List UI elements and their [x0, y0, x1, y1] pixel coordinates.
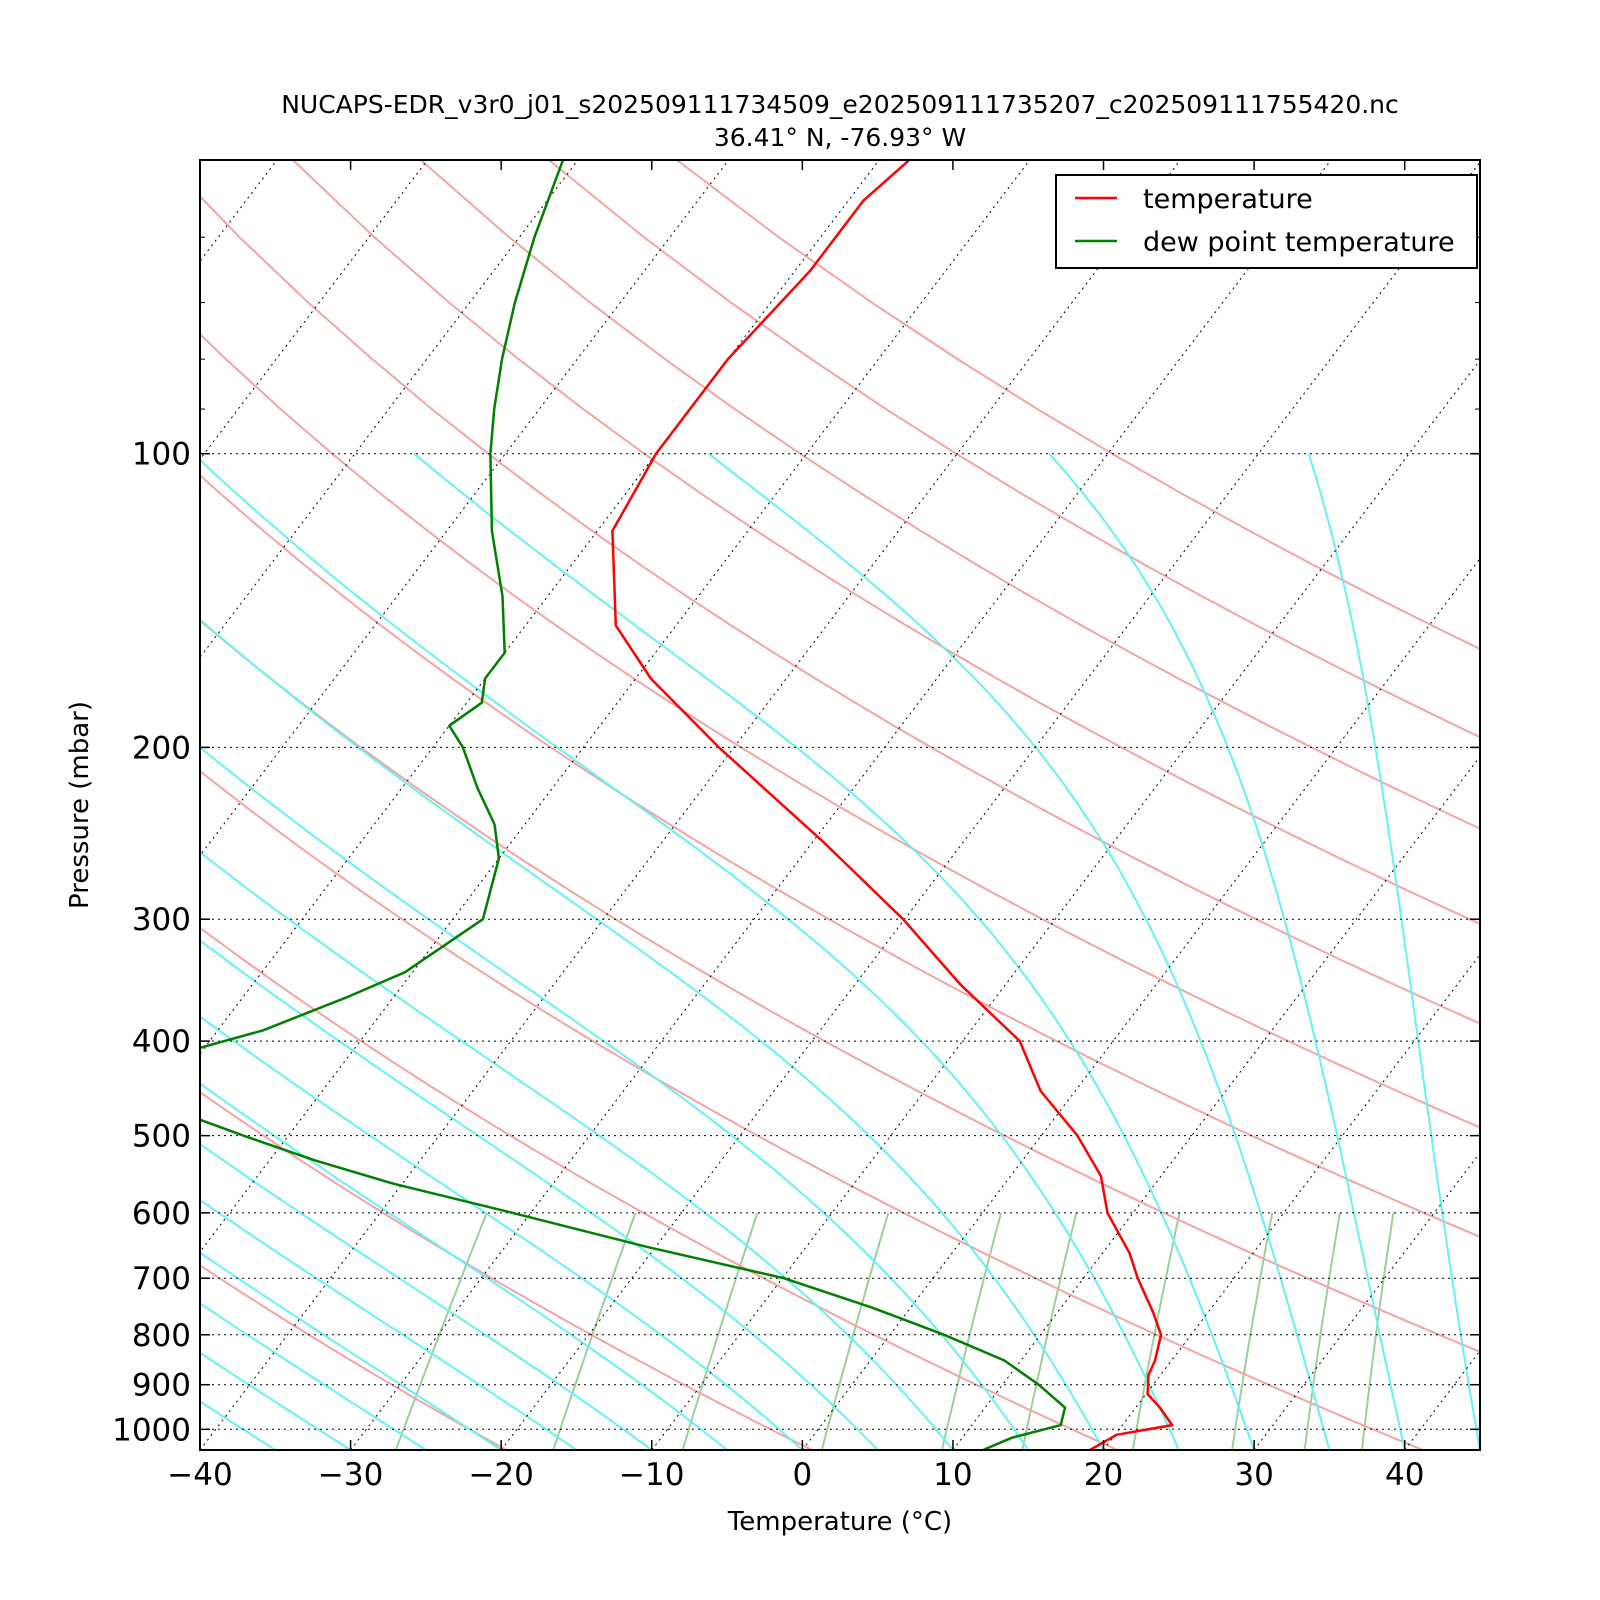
moist-adiabat-line — [200, 746, 1030, 1450]
dry-adiabats — [200, 160, 1480, 1450]
dry-adiabat-line — [676, 160, 1480, 651]
moist-adiabat-line — [200, 1198, 578, 1450]
isotherm-gridline — [200, 160, 579, 659]
isotherm-gridline — [200, 160, 1181, 1450]
dry-adiabat-line — [200, 1264, 508, 1450]
legend-box — [1055, 174, 1478, 269]
mixing-ratio-line — [681, 1212, 759, 1450]
moist-adiabat-line — [200, 1351, 352, 1450]
chart-title: NUCAPS-EDR_v3r0_j01_s202509111734509_e20… — [281, 90, 1399, 119]
mixing-ratio-line — [1021, 1212, 1078, 1450]
x-tick-label: −30 — [318, 1457, 383, 1493]
series-line-temperature — [611, 160, 1174, 1450]
isotherm-gridline — [952, 755, 1480, 1450]
mixing-ratio-lines — [394, 1212, 1395, 1450]
plot-frame — [199, 159, 1481, 1451]
isotherm-gridline — [200, 160, 428, 461]
x-axis: −40 −30 −20 −10 0 10 20 30 40 — [167, 160, 1424, 1493]
dry-adiabat-line — [200, 1090, 813, 1450]
dry-adiabat-line — [200, 619, 1480, 1353]
moist-adiabat-line — [200, 1015, 804, 1450]
moist-adiabat-line — [200, 1251, 502, 1450]
moist-adiabat-line — [200, 1142, 653, 1450]
isotherm-gridline — [1103, 953, 1480, 1450]
y-axis: 100 200 300 400 500 600 700 800 900 1000 — [112, 236, 1480, 1451]
isotherm-gridline — [500, 161, 1480, 1450]
moist-adiabat-line — [200, 939, 879, 1450]
y-tick-label: 100 — [132, 437, 191, 473]
mixing-ratio-line — [1231, 1212, 1274, 1450]
x-axis-label: Temperature (°C) — [727, 1507, 952, 1537]
y-tick-label: 500 — [132, 1119, 191, 1155]
isotherm-gridline — [1404, 1350, 1480, 1450]
legend-label-temperature: temperature — [1143, 184, 1313, 215]
x-tick-label: 30 — [1234, 1457, 1273, 1493]
moist-adiabat-line — [200, 850, 954, 1450]
y-tick-label: 200 — [132, 730, 191, 766]
legend-label-dewpoint: dew point temperature — [1143, 227, 1455, 258]
mixing-ratio-line — [1361, 1212, 1395, 1450]
dry-adiabat-line — [292, 160, 1480, 926]
dry-adiabat-line — [548, 160, 1480, 739]
x-tick-label: −20 — [468, 1457, 533, 1493]
mixing-ratio-line — [552, 1212, 637, 1450]
dry-adiabat-line — [200, 194, 1480, 1025]
x-tick-label: −10 — [619, 1457, 684, 1493]
sounding-series — [200, 160, 1174, 1450]
legend: temperature dew point temperature — [1055, 174, 1478, 269]
dry-adiabat-line — [200, 769, 1424, 1450]
y-tick-label: 600 — [132, 1196, 191, 1232]
isotherm-gridline — [200, 160, 729, 857]
isotherm-gridline — [651, 359, 1480, 1450]
chart-subtitle: 36.41° N, -76.93° W — [714, 123, 966, 152]
moist-adiabat-line — [1307, 453, 1480, 1450]
y-tick-label: 400 — [132, 1024, 191, 1060]
y-tick-label: 800 — [132, 1318, 191, 1354]
mixing-ratio-line — [1303, 1212, 1341, 1450]
y-tick-label: 1000 — [112, 1412, 191, 1448]
x-tick-label: 10 — [933, 1457, 972, 1493]
isotherm-gridline — [1555, 160, 1600, 1450]
moist-adiabat-line — [1048, 453, 1406, 1450]
mixing-ratio-line — [941, 1212, 1002, 1450]
isotherm-gridline — [1253, 1151, 1480, 1450]
moist-adiabat-line — [200, 618, 1105, 1450]
moist-adiabat-line — [200, 458, 1180, 1450]
isotherm-gridline — [0, 160, 126, 1450]
isotherm-gridline — [802, 557, 1480, 1450]
moist-adiabat-line — [200, 1082, 728, 1450]
dry-adiabat-line — [420, 160, 1480, 830]
isotherm-gridline — [350, 160, 1332, 1450]
plot-area — [0, 160, 1600, 1450]
series-line-dewpoint — [200, 160, 1067, 1450]
moist-adiabat-line — [413, 452, 1256, 1450]
dry-adiabat-line — [200, 926, 1118, 1450]
y-tick-label: 700 — [132, 1261, 191, 1297]
x-tick-label: 40 — [1385, 1457, 1424, 1493]
y-axis-label: Pressure (mbar) — [65, 701, 95, 909]
mixing-ratio-line — [820, 1212, 890, 1450]
isotherm-gridline — [200, 160, 1031, 1253]
moist-adiabat-line — [707, 452, 1331, 1450]
gridlines — [0, 160, 1600, 1450]
isotherm-gridline — [200, 160, 278, 263]
dry-adiabat-line — [200, 332, 1480, 1129]
x-tick-label: −40 — [167, 1457, 232, 1493]
moist-adiabats — [200, 452, 1480, 1450]
x-tick-label: 0 — [792, 1457, 812, 1493]
dry-adiabat-line — [200, 473, 1480, 1238]
x-tick-label: 20 — [1084, 1457, 1123, 1493]
y-tick-label: 900 — [132, 1368, 191, 1404]
moist-adiabat-line — [200, 1302, 427, 1450]
y-tick-label: 300 — [132, 902, 191, 938]
mixing-ratio-line — [1131, 1212, 1181, 1450]
